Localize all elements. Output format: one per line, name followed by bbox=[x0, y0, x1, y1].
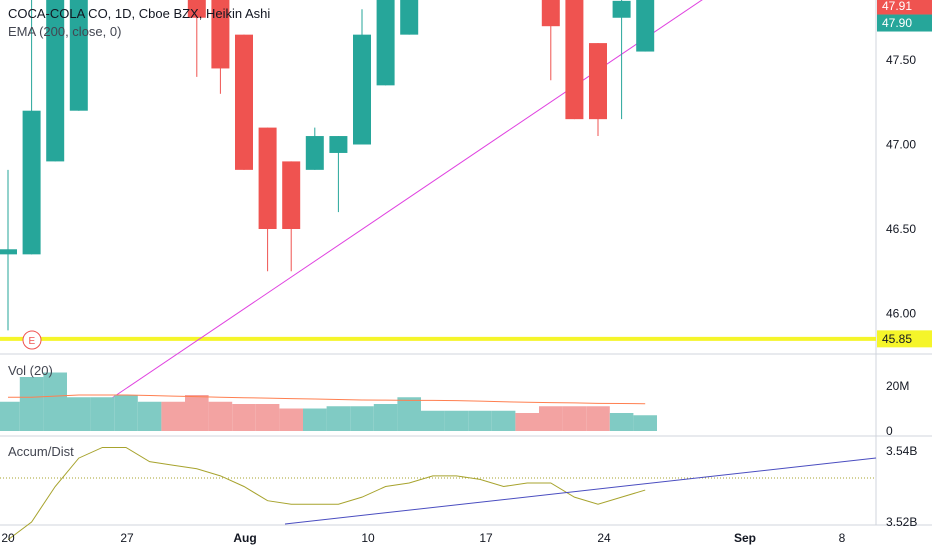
volume-bar bbox=[185, 395, 209, 431]
volume-bar bbox=[161, 401, 185, 431]
candle-body bbox=[329, 136, 348, 153]
time-tick-label: Aug bbox=[233, 531, 256, 545]
candle-body bbox=[0, 249, 17, 255]
ad-tick-label: 3.54B bbox=[886, 444, 917, 458]
price-tick-label: 46.50 bbox=[886, 222, 916, 236]
candle-body bbox=[636, 0, 655, 52]
candle-body bbox=[235, 34, 253, 170]
volume-tick-label: 20M bbox=[886, 379, 909, 393]
candle-body bbox=[46, 0, 65, 162]
heikin-close-badge: 47.90 bbox=[882, 16, 912, 30]
lower-level-badge-bg bbox=[877, 330, 932, 348]
volume-bar bbox=[0, 401, 20, 431]
candle-body bbox=[69, 0, 88, 111]
volume-bar bbox=[468, 410, 492, 431]
volume-bar bbox=[562, 406, 587, 431]
volume-bar bbox=[279, 408, 303, 431]
last-close-badge-bg bbox=[877, 0, 932, 15]
chart-title: COCA-COLA CO, 1D, Cboe BZX, Heikin Ashi bbox=[8, 6, 271, 21]
accum-dist-legend: Accum/Dist bbox=[8, 444, 74, 459]
earnings-marker bbox=[22, 330, 42, 350]
volume-bar bbox=[19, 377, 44, 431]
candle-body bbox=[589, 43, 607, 120]
candle-body bbox=[211, 0, 230, 69]
candle-body bbox=[187, 0, 206, 18]
time-tick-label: 27 bbox=[120, 531, 134, 545]
volume-bar bbox=[303, 408, 327, 431]
candle-body bbox=[258, 127, 277, 229]
volume-bar bbox=[491, 410, 516, 431]
volume-bar bbox=[90, 397, 115, 431]
volume-legend: Vol (20) bbox=[8, 363, 53, 378]
price-tick-label: 47.50 bbox=[886, 53, 916, 67]
time-tick-label: 17 bbox=[479, 531, 493, 545]
volume-bar bbox=[208, 401, 233, 431]
trendline-magenta bbox=[111, 0, 703, 399]
volume-bar bbox=[539, 406, 563, 431]
volume-bar bbox=[137, 401, 162, 431]
candle-body bbox=[22, 110, 41, 255]
volume-bar bbox=[255, 404, 280, 431]
time-tick-label: 10 bbox=[361, 531, 375, 545]
time-tick-label: 8 bbox=[839, 531, 846, 545]
volume-bar bbox=[326, 406, 351, 431]
volume-bar bbox=[350, 406, 374, 431]
volume-bar bbox=[397, 397, 421, 431]
heikin-close-badge-bg bbox=[877, 14, 932, 32]
volume-bar bbox=[609, 413, 634, 431]
volume-tick-label: 0 bbox=[886, 424, 893, 438]
price-tick-label: 46.00 bbox=[886, 307, 916, 321]
candle-body bbox=[400, 0, 419, 35]
candle-body bbox=[305, 136, 324, 170]
last-close-badge: 47.91 bbox=[882, 0, 912, 13]
volume-bar bbox=[232, 404, 256, 431]
ad-trendline bbox=[284, 457, 877, 525]
volume-bar bbox=[114, 395, 138, 431]
volume-bar bbox=[373, 404, 398, 431]
volume-bar bbox=[421, 410, 445, 431]
time-tick-label: Sep bbox=[734, 531, 756, 545]
ad-tick-label: 3.52B bbox=[886, 515, 917, 529]
candle-body bbox=[376, 0, 395, 86]
candle-body bbox=[282, 161, 301, 229]
volume-bar bbox=[586, 406, 610, 431]
volume-bar bbox=[515, 413, 539, 431]
lower-level-badge: 45.85 bbox=[882, 332, 912, 346]
volume-ma-line bbox=[8, 394, 646, 405]
earnings-marker-label: E bbox=[29, 336, 36, 347]
price-tick-label: 47.00 bbox=[886, 138, 916, 152]
volume-bar bbox=[43, 372, 67, 431]
volume-bar bbox=[444, 410, 469, 431]
volume-bar bbox=[67, 397, 91, 431]
ema-legend: EMA (200, close, 0) bbox=[8, 24, 122, 39]
candle-body bbox=[612, 0, 631, 18]
time-tick-label: 24 bbox=[597, 531, 611, 545]
candle-body bbox=[541, 0, 560, 27]
candle-body bbox=[353, 34, 371, 145]
time-tick-label: 20 bbox=[1, 531, 15, 545]
accum-dist-line bbox=[7, 446, 646, 541]
volume-bar bbox=[633, 415, 657, 431]
candle-body bbox=[565, 0, 584, 120]
